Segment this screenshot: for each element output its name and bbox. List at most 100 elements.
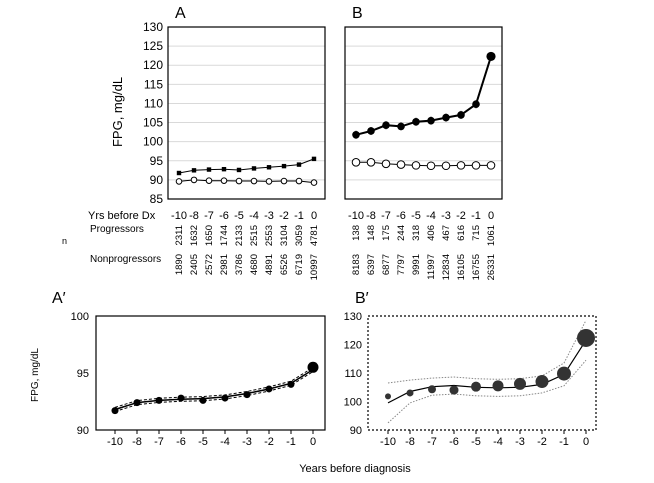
- data-point-open: [366, 158, 376, 167]
- x-tick-label-b-prime: -10: [380, 436, 396, 448]
- data-point-open: [351, 158, 361, 167]
- nonprogressors-label: Nonprogressors: [90, 254, 161, 265]
- x-tick-label-b-prime: -5: [471, 436, 481, 448]
- years-row-label: Yrs before Dx: [88, 210, 156, 222]
- n-value-a: 2572: [204, 254, 215, 275]
- n-value-b: 406: [426, 225, 437, 241]
- data-point-square: [281, 163, 287, 169]
- n-value-a: 1650: [204, 225, 215, 246]
- ci-lower-a-prime: [114, 371, 314, 412]
- data-point-square: [311, 156, 317, 162]
- y-tick-label-b-prime: 110: [344, 368, 362, 380]
- data-point-open: [265, 178, 273, 185]
- y-tick-label: 115: [144, 77, 163, 91]
- data-point-b-prime: [514, 377, 526, 390]
- data-point-a-prime: [221, 394, 229, 402]
- n-value-a: 2515: [249, 225, 260, 246]
- data-point-open: [486, 161, 496, 170]
- data-point-open: [205, 177, 213, 184]
- n-value-a: 2133: [234, 225, 245, 246]
- x-tick-label-a: -5: [234, 210, 244, 222]
- n-value-b: 1061: [486, 225, 497, 246]
- series-line-a: [178, 158, 315, 174]
- x-tick-label-b-prime: 0: [583, 436, 589, 448]
- x-tick-label-a: -7: [204, 210, 214, 222]
- n-value-b: 616: [456, 225, 467, 241]
- n-value-b: 715: [471, 225, 482, 241]
- data-point-filled: [472, 100, 480, 109]
- data-point-open: [295, 177, 303, 185]
- x-tick-label-a: -8: [189, 210, 199, 222]
- data-point-open: [471, 161, 481, 170]
- data-point-square: [191, 168, 197, 173]
- data-point-filled: [412, 117, 420, 126]
- data-point-square: [236, 167, 242, 173]
- data-point-filled: [442, 113, 450, 122]
- n-value-a: 1890: [174, 254, 185, 275]
- ci-lower-b-prime: [387, 359, 587, 424]
- plot-frame-b-prime: [367, 315, 597, 431]
- y-tick-label: 120: [143, 58, 163, 72]
- data-point-a-prime: [111, 407, 119, 415]
- panel-title-a-prime: A′: [52, 290, 66, 307]
- n-value-a: 3786: [234, 254, 245, 275]
- x-tick-label-b: 0: [488, 210, 494, 222]
- data-point-a-prime: [243, 391, 251, 399]
- data-point-open: [250, 177, 258, 185]
- y-tick-label-b-prime: 90: [350, 425, 362, 437]
- data-point-open: [310, 179, 318, 186]
- data-point-square: [266, 165, 272, 170]
- data-point-filled: [367, 127, 375, 135]
- data-point-open: [441, 161, 451, 171]
- x-tick-label-a-prime: -6: [176, 436, 186, 448]
- n-value-b: 11997: [426, 254, 437, 280]
- n-value-b: 8183: [351, 254, 362, 275]
- n-value-a: 4781: [309, 225, 320, 246]
- data-point-open: [396, 160, 406, 169]
- y-tick-label-a-prime: 90: [77, 425, 89, 437]
- x-tick-label-a-prime: -5: [198, 436, 208, 448]
- y-tick-label-b-prime: 130: [344, 311, 362, 323]
- x-tick-label-b-prime: -2: [537, 436, 547, 448]
- series-line-a: [178, 179, 315, 184]
- y-tick-label: 100: [143, 135, 163, 149]
- data-point-open: [175, 178, 183, 185]
- x-tick-label-a-prime: -2: [264, 436, 274, 448]
- n-value-b: 6877: [381, 254, 392, 275]
- x-tick-label-a: -3: [264, 210, 274, 222]
- y-tick-label: 130: [143, 20, 163, 34]
- fit-line-b-prime: [387, 339, 587, 404]
- data-point-open: [456, 161, 466, 170]
- series-line-b: [355, 56, 492, 136]
- x-tick-label-a: -1: [294, 210, 304, 222]
- data-point-a-prime: [177, 394, 185, 402]
- n-value-b: 7797: [396, 254, 407, 275]
- panel-title-b-prime: B′: [355, 290, 369, 307]
- data-point-square: [221, 166, 227, 172]
- y-tick-label-a-prime: 95: [77, 368, 89, 380]
- panel-title-b: B: [352, 5, 363, 22]
- x-tick-label-b: -8: [366, 210, 376, 222]
- x-tick-label-a: 0: [311, 210, 317, 222]
- plot-frame-b: [344, 26, 503, 200]
- data-point-open: [280, 177, 288, 185]
- x-tick-label-b: -10: [348, 210, 364, 222]
- data-point-filled: [427, 116, 435, 125]
- x-tick-label-b-prime: -3: [515, 436, 525, 448]
- n-value-b: 175: [381, 225, 392, 241]
- n-value-a: 4680: [249, 254, 260, 275]
- x-tick-label-a: -2: [279, 210, 289, 222]
- data-point-a-prime: [307, 361, 319, 373]
- data-point-a-prime: [155, 396, 163, 404]
- x-tick-label-b-prime: -6: [449, 436, 459, 448]
- data-point-filled: [352, 130, 360, 139]
- data-point-a-prime: [265, 385, 273, 393]
- n-value-b: 16755: [471, 254, 482, 280]
- n-value-b: 16105: [456, 254, 467, 280]
- x-tick-label-b: -7: [381, 210, 391, 222]
- n-value-a: 3104: [279, 225, 290, 246]
- data-point-filled: [397, 122, 405, 131]
- x-tick-label-a-prime: 0: [310, 436, 316, 448]
- fit-line-a-prime: [114, 368, 314, 411]
